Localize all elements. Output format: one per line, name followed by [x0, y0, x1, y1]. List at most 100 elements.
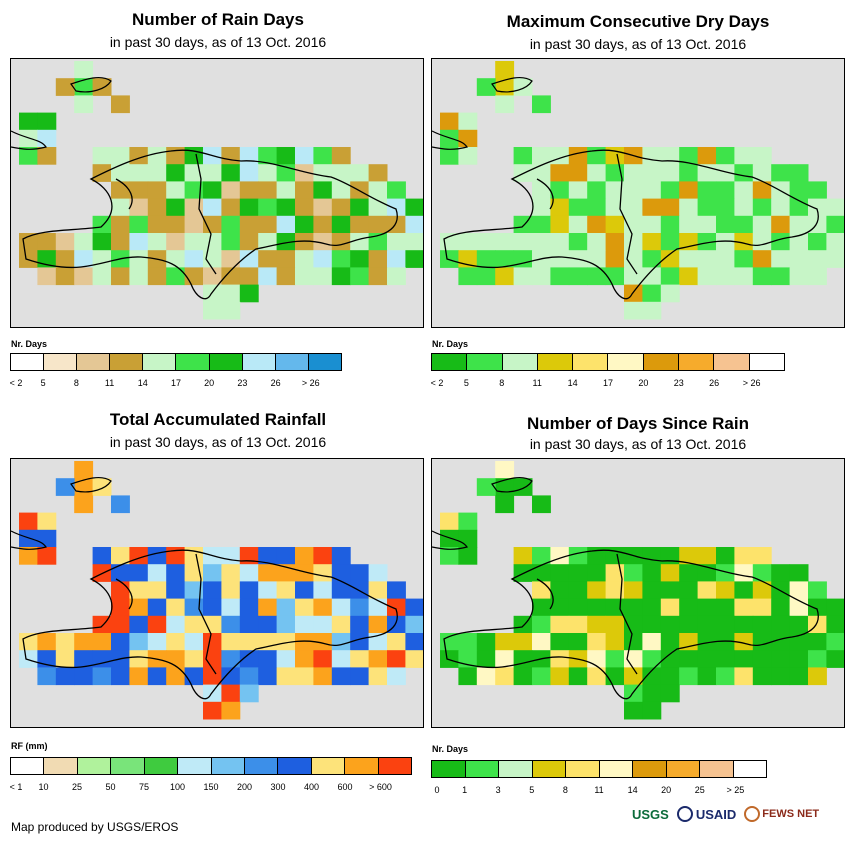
grid-cell [129, 650, 149, 668]
grid-cell [37, 147, 57, 165]
grid-cell [313, 598, 333, 617]
grid-cell [92, 78, 112, 96]
grid-cell [203, 198, 222, 217]
island-outline [432, 76, 533, 150]
grid-cell [642, 233, 662, 251]
grid-cell [387, 633, 406, 651]
grid-cell [19, 250, 38, 268]
grid-cell [440, 650, 459, 668]
grid-cell [166, 615, 186, 634]
grid-cell [789, 581, 809, 600]
grid-cell [111, 198, 130, 217]
grid-cell [660, 198, 680, 217]
grid-cell [203, 164, 222, 182]
grid-cell [19, 512, 38, 531]
grid-cell [129, 633, 149, 651]
grid-cell [660, 564, 680, 582]
grid-cell [313, 547, 333, 565]
grid-cell [111, 547, 130, 565]
grid-cell [734, 598, 754, 617]
grid-cell [350, 215, 370, 234]
grid-cell [752, 198, 772, 217]
grid-cell [716, 198, 735, 217]
grid-cell [624, 633, 643, 651]
grid-cell [74, 667, 94, 686]
grid-cell [221, 267, 241, 286]
grid-cell [513, 267, 533, 286]
map-rain-days [10, 58, 424, 328]
fews-net-seal-icon [744, 806, 761, 822]
grid-cell [642, 547, 662, 565]
grid-cell [276, 650, 296, 668]
grid-cell [587, 581, 607, 600]
grid-cell [147, 164, 167, 182]
panel-title: Maximum Consecutive Dry Days [506, 12, 770, 31]
legend-swatch [643, 354, 680, 370]
legend-swatch [467, 354, 503, 370]
grid-cell [440, 147, 459, 165]
grid-cell [239, 233, 259, 251]
grid-cell [587, 215, 607, 234]
grid-cell [387, 598, 406, 617]
grid-cell [166, 215, 186, 234]
grid-cell [440, 633, 459, 651]
grid-cell [752, 615, 772, 634]
grid-cell [19, 147, 38, 165]
grid-cell [826, 215, 844, 234]
grid-cell [568, 667, 588, 686]
grid-cell [642, 633, 662, 651]
grid-cell [532, 564, 551, 582]
grid-cell [771, 650, 791, 668]
legend-title: Nr. Days [432, 744, 469, 754]
fews-net-logo-text: FEWS NET [762, 808, 820, 820]
grid-cell [295, 164, 314, 182]
grid-cell [550, 650, 570, 668]
legend-label: 300 [270, 782, 286, 792]
grid-cell [166, 581, 186, 600]
grid-cell [350, 233, 370, 251]
grid-cell [239, 198, 259, 217]
map-canvas [432, 61, 844, 320]
grid-cell [550, 181, 570, 200]
grid-cell [771, 598, 791, 617]
legend-label: > 26 [301, 378, 320, 388]
grid-cell [697, 233, 717, 251]
grid-cell [221, 147, 241, 165]
grid-cell [203, 615, 222, 634]
grid-cell [495, 650, 515, 668]
grid-cell [605, 547, 625, 565]
grid-cell [789, 564, 809, 582]
grid-cell [458, 147, 478, 165]
usgs-logo: USGS [632, 807, 669, 822]
grid-cell [147, 581, 167, 600]
grid-cell [55, 650, 75, 668]
grid-cell [660, 547, 680, 565]
grid-cell [716, 633, 735, 651]
grid-cell [716, 147, 735, 165]
legend-label: 25 [71, 782, 83, 792]
grid-cell [771, 164, 791, 182]
grid-cell [550, 598, 570, 617]
grid-cell [734, 250, 754, 268]
grid-cell [624, 701, 643, 720]
legend-title: RF (mm) [11, 741, 48, 751]
grid-cell [440, 129, 459, 148]
grid-cell [111, 267, 130, 286]
grid-cell [734, 147, 754, 165]
grid-cell [111, 233, 130, 251]
legend-swatch [278, 758, 312, 774]
grid-cell [92, 250, 112, 268]
grid-cell [37, 267, 57, 286]
grid-cell [258, 181, 278, 200]
grid-cell [368, 615, 388, 634]
grid-cell [350, 564, 370, 582]
grid-cell [476, 267, 496, 286]
grid-cell [550, 581, 570, 600]
legend-swatch [111, 758, 145, 774]
map-canvas [11, 61, 423, 320]
grid-cell [752, 667, 772, 686]
grid-cell [495, 95, 515, 114]
grid-cell [147, 633, 167, 651]
grid-cell [495, 495, 515, 514]
grid-cell [495, 667, 515, 686]
